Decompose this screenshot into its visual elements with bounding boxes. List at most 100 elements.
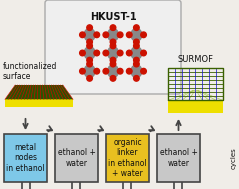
Circle shape — [80, 32, 85, 38]
Circle shape — [87, 61, 92, 67]
Circle shape — [141, 68, 146, 74]
Circle shape — [108, 29, 115, 36]
Circle shape — [132, 47, 139, 54]
Circle shape — [112, 50, 119, 57]
Circle shape — [134, 43, 139, 49]
Circle shape — [110, 39, 116, 45]
Circle shape — [87, 76, 92, 81]
Circle shape — [136, 68, 142, 75]
Circle shape — [84, 31, 91, 38]
Circle shape — [84, 68, 91, 75]
Circle shape — [85, 52, 92, 59]
Bar — [168, 100, 223, 113]
Circle shape — [132, 52, 139, 59]
Circle shape — [85, 70, 92, 77]
Circle shape — [108, 33, 115, 40]
Circle shape — [108, 52, 115, 59]
Circle shape — [134, 25, 139, 30]
Text: functionalized
surface: functionalized surface — [3, 62, 57, 81]
Circle shape — [130, 50, 137, 57]
Circle shape — [107, 50, 114, 57]
Circle shape — [108, 70, 115, 77]
Bar — [174, 182, 183, 189]
Circle shape — [87, 70, 94, 77]
Circle shape — [132, 29, 139, 36]
Circle shape — [103, 68, 109, 74]
Circle shape — [111, 29, 118, 36]
Circle shape — [117, 32, 123, 38]
Text: cycles: cycles — [231, 147, 237, 169]
Circle shape — [85, 66, 92, 73]
Circle shape — [111, 70, 118, 77]
Circle shape — [87, 43, 92, 49]
Circle shape — [80, 68, 85, 74]
Circle shape — [87, 47, 94, 54]
Circle shape — [134, 39, 139, 45]
Bar — [157, 134, 200, 182]
Circle shape — [111, 33, 118, 40]
Text: ethanol +
water: ethanol + water — [58, 148, 95, 168]
Text: HKUST-1: HKUST-1 — [90, 12, 136, 22]
Circle shape — [141, 32, 146, 38]
Bar — [5, 99, 73, 107]
Circle shape — [94, 68, 100, 74]
Circle shape — [89, 50, 96, 57]
Circle shape — [134, 66, 141, 73]
Circle shape — [84, 50, 91, 57]
Circle shape — [94, 32, 100, 38]
Bar — [22, 182, 29, 189]
Circle shape — [110, 61, 116, 67]
Circle shape — [85, 29, 92, 36]
Circle shape — [80, 50, 85, 56]
Circle shape — [117, 68, 123, 74]
Circle shape — [134, 29, 141, 36]
Circle shape — [85, 47, 92, 54]
Circle shape — [112, 68, 119, 75]
Circle shape — [89, 68, 96, 75]
Circle shape — [132, 66, 139, 73]
Circle shape — [132, 33, 139, 40]
Circle shape — [103, 32, 109, 38]
Circle shape — [110, 25, 116, 30]
Text: SURMOF: SURMOF — [178, 55, 213, 64]
Circle shape — [103, 50, 109, 56]
Circle shape — [130, 68, 137, 75]
Circle shape — [134, 57, 139, 63]
Bar — [4, 134, 47, 182]
Circle shape — [87, 57, 92, 63]
Circle shape — [110, 76, 116, 81]
Circle shape — [94, 50, 100, 56]
Circle shape — [112, 31, 119, 38]
Circle shape — [111, 52, 118, 59]
Circle shape — [111, 66, 118, 73]
Circle shape — [136, 31, 142, 38]
Circle shape — [87, 25, 92, 30]
Circle shape — [134, 76, 139, 81]
Circle shape — [134, 70, 141, 77]
Circle shape — [107, 68, 114, 75]
FancyBboxPatch shape — [45, 0, 181, 94]
Circle shape — [87, 52, 94, 59]
Circle shape — [134, 61, 139, 67]
Bar — [168, 68, 223, 100]
Circle shape — [134, 47, 141, 54]
Circle shape — [87, 66, 94, 73]
Circle shape — [117, 50, 123, 56]
Polygon shape — [5, 85, 73, 99]
Circle shape — [87, 33, 94, 40]
Circle shape — [141, 50, 146, 56]
Circle shape — [134, 33, 141, 40]
Circle shape — [85, 33, 92, 40]
Circle shape — [126, 50, 132, 56]
Circle shape — [130, 31, 137, 38]
Circle shape — [126, 32, 132, 38]
Circle shape — [89, 31, 96, 38]
Circle shape — [107, 31, 114, 38]
Circle shape — [87, 29, 94, 36]
Circle shape — [108, 66, 115, 73]
Bar — [72, 182, 81, 189]
Text: organic
linker
in ethanol
+ water: organic linker in ethanol + water — [108, 138, 147, 178]
Circle shape — [132, 70, 139, 77]
Circle shape — [108, 47, 115, 54]
Bar — [124, 182, 131, 189]
